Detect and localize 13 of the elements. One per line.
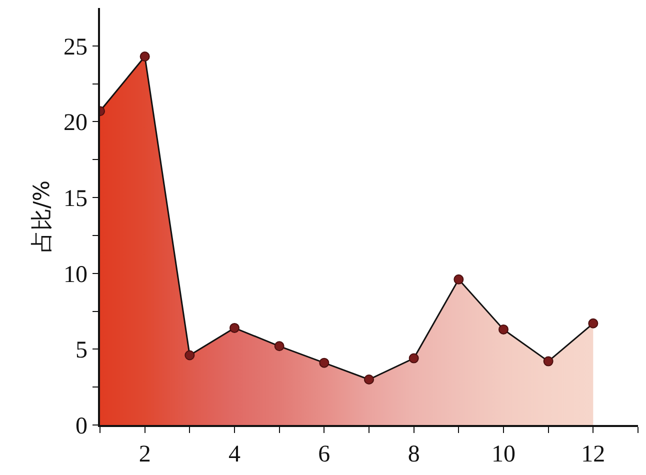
x-tick-label: 2 [138,442,151,468]
x-tick-label: 10 [492,442,516,468]
x-tick-label: 4 [228,442,240,468]
y-tick-label: 0 [75,413,88,440]
x-tick-label: 12 [581,442,606,468]
y-tick-label: 5 [75,338,88,364]
y-tick-label: 25 [63,34,88,60]
x-tick-label: 8 [408,442,420,468]
y-tick-label: 15 [63,186,88,212]
y-tick-label: 10 [63,262,88,288]
x-tick-label: 6 [318,442,330,468]
y-axis-title: 占比/% [30,180,55,253]
y-tick-label: 20 [63,110,88,136]
